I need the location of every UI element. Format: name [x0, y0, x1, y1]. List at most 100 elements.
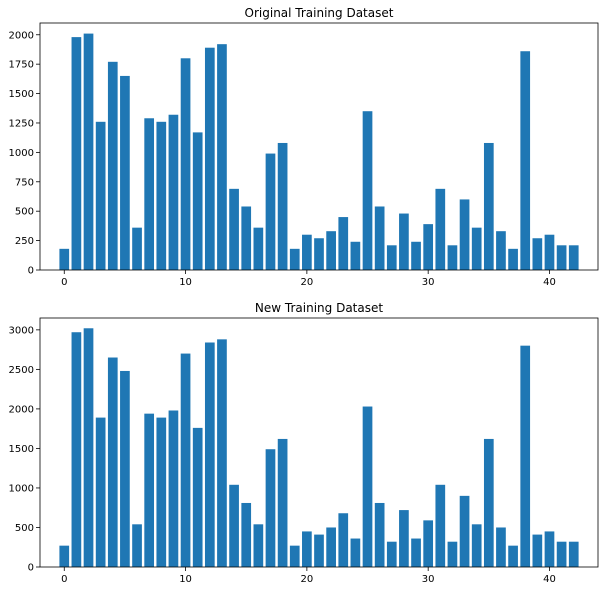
bar [459, 199, 470, 270]
y-tick-label: 0 [28, 563, 34, 574]
bar [411, 538, 421, 567]
bar [168, 410, 179, 567]
bar [229, 484, 239, 567]
bar [362, 111, 373, 271]
y-tick-label: 1250 [9, 118, 34, 129]
bar [350, 538, 361, 567]
bar [386, 245, 397, 270]
bar [71, 332, 82, 567]
bar [532, 238, 543, 270]
bar [144, 118, 155, 271]
bar [386, 541, 397, 567]
axes-frame [39, 317, 599, 568]
bar [217, 339, 227, 567]
y-tick-label: 3000 [9, 325, 34, 336]
x-tick-label: 20 [301, 574, 314, 585]
y-tick-label: 1750 [9, 60, 34, 71]
chart-title: New Training Dataset [255, 301, 383, 315]
bar [217, 44, 227, 270]
bar [180, 353, 191, 567]
x-tick-label: 30 [422, 574, 435, 585]
y-tick-label: 1500 [9, 89, 34, 100]
bar [229, 188, 239, 270]
bar [568, 245, 579, 270]
bar [496, 527, 506, 567]
bar [520, 51, 531, 271]
bar [556, 245, 567, 270]
bar [302, 531, 312, 567]
y-tick-label: 500 [15, 523, 34, 534]
bar [447, 245, 458, 270]
bar [132, 524, 142, 567]
bar [399, 510, 409, 567]
bar [496, 231, 506, 270]
y-tick-label: 0 [28, 266, 34, 277]
bar [556, 541, 567, 567]
bar [253, 524, 264, 567]
bar [168, 114, 179, 271]
bar [435, 188, 446, 270]
bar [508, 545, 518, 567]
y-tick-label: 2000 [9, 404, 34, 415]
x-tick-label: 0 [61, 574, 67, 585]
bar [71, 37, 82, 270]
x-tick-label: 40 [543, 574, 556, 585]
x-tick-label: 10 [179, 277, 192, 288]
bar [483, 142, 494, 270]
chart-title: Original Training Dataset [245, 6, 394, 20]
original-training-dataset-chart: Original Training Dataset 0 250 500 750 1000… [9, 6, 599, 288]
bar [107, 61, 118, 271]
bar [520, 345, 531, 567]
bar [289, 248, 300, 270]
bar [326, 231, 336, 270]
bar [253, 227, 264, 270]
bar [508, 248, 518, 270]
x-tick-label: 20 [301, 277, 314, 288]
bar [156, 121, 167, 270]
bar [132, 227, 142, 270]
bar [399, 213, 409, 270]
bar [338, 217, 349, 270]
bar [95, 121, 106, 270]
bar [144, 413, 155, 567]
bar [435, 484, 446, 567]
bar [95, 417, 106, 567]
bar [483, 438, 494, 567]
bar [180, 58, 191, 270]
bar [411, 241, 421, 270]
y-tick-label: 500 [15, 207, 34, 218]
bar [302, 234, 312, 270]
bar [204, 47, 215, 271]
bar [374, 206, 385, 270]
bar [447, 541, 458, 567]
y-tick-label: 2000 [9, 30, 34, 41]
bar [120, 75, 130, 271]
bar [265, 449, 276, 567]
bar [314, 534, 324, 567]
bar [83, 33, 94, 271]
bar [241, 502, 252, 567]
bar [471, 227, 482, 270]
bar [277, 438, 288, 567]
bar [326, 527, 336, 567]
bar [107, 357, 118, 567]
y-tick-label: 1000 [9, 148, 34, 159]
bar [241, 206, 252, 270]
bar [192, 132, 203, 270]
axes-frame [39, 22, 599, 271]
y-tick-label: 250 [15, 236, 34, 247]
bar [83, 328, 94, 567]
bar [423, 224, 434, 270]
bar [362, 406, 373, 567]
bar [350, 241, 361, 270]
x-tick-label: 0 [61, 277, 67, 288]
bar [374, 502, 385, 567]
bar [265, 153, 276, 270]
x-tick-label: 30 [422, 277, 435, 288]
bar [532, 534, 543, 567]
x-tick-label: 10 [179, 574, 192, 585]
y-tick-label: 750 [15, 177, 34, 188]
bar [204, 342, 215, 567]
new-training-dataset-chart: New Training Dataset 0 500 1000 1500 2000 250… [9, 301, 599, 585]
